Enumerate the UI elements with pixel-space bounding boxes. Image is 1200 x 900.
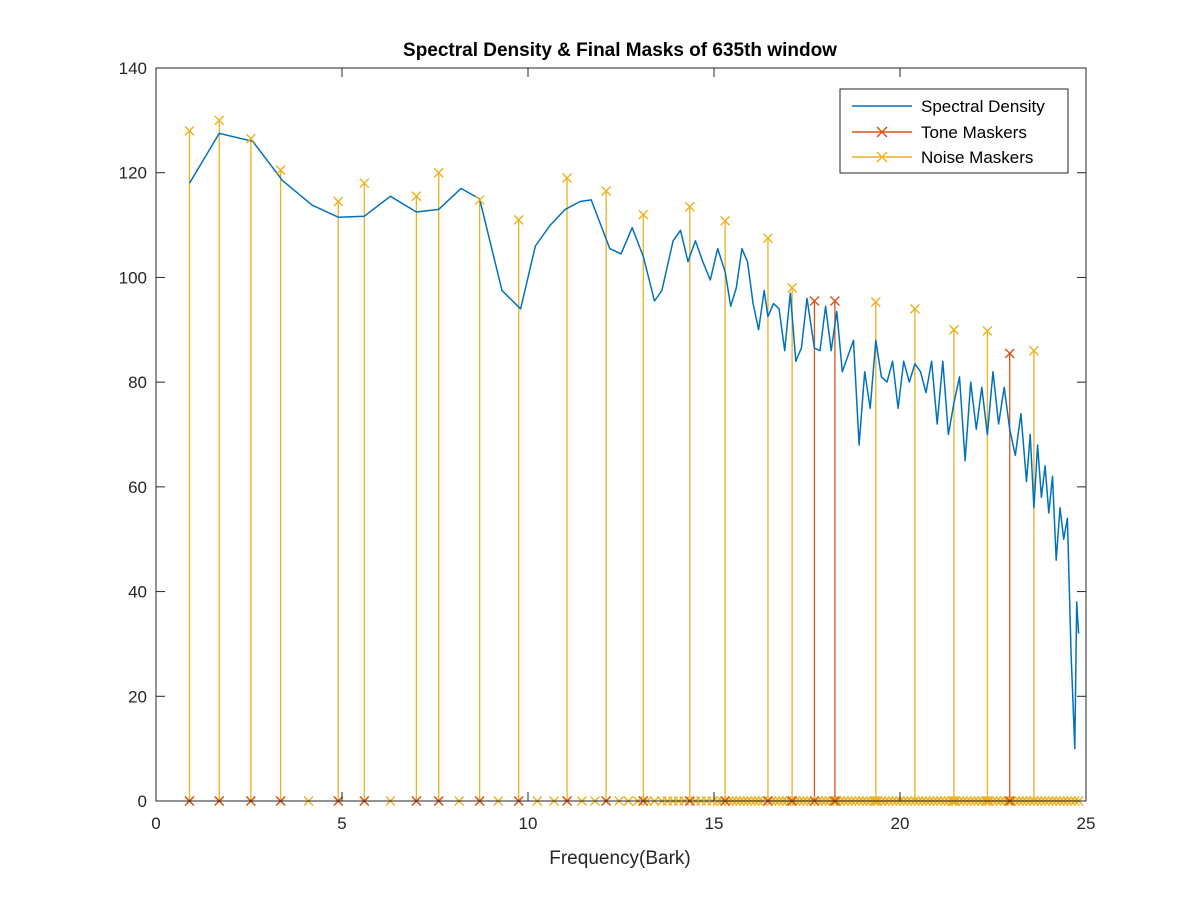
noise-masker-point bbox=[948, 324, 959, 335]
tone-masker-point bbox=[1004, 348, 1015, 359]
tone-masker-point bbox=[809, 295, 820, 306]
x-tick-label: 5 bbox=[337, 814, 346, 833]
noise-masker-point bbox=[474, 194, 485, 205]
x-tick-label: 15 bbox=[705, 814, 724, 833]
legend-marker-tone-maskers bbox=[876, 126, 888, 138]
y-tick-label: 80 bbox=[128, 373, 147, 392]
noise-masker-point bbox=[684, 201, 695, 212]
noise-masker-point bbox=[411, 191, 422, 202]
legend-box bbox=[839, 88, 1069, 174]
y-tick-label: 100 bbox=[119, 268, 147, 287]
y-tick-label: 20 bbox=[128, 687, 147, 706]
x-tick-label: 10 bbox=[519, 814, 538, 833]
y-tick-label: 60 bbox=[128, 478, 147, 497]
plot-frame bbox=[155, 67, 1087, 802]
x-axis-label: Frequency(Bark) bbox=[549, 848, 691, 869]
noise-masker-point bbox=[762, 233, 773, 244]
noise-masker-point bbox=[275, 165, 286, 176]
legend-label-noise-maskers: Noise Maskers bbox=[921, 148, 1033, 167]
legend: Spectral Density Tone Maskers Noise Mask… bbox=[839, 88, 1069, 174]
noise-masker-point bbox=[214, 115, 225, 126]
noise-masker-point bbox=[720, 215, 731, 226]
y-tick-label: 40 bbox=[128, 583, 147, 602]
noise-masker-point bbox=[513, 214, 524, 225]
noise-masker-point bbox=[184, 125, 195, 136]
legend-label-spectral-density: Spectral Density bbox=[921, 97, 1045, 116]
y-tick-label: 140 bbox=[119, 59, 147, 78]
y-tick-label: 0 bbox=[138, 792, 147, 811]
noise-masker-point bbox=[982, 325, 993, 336]
legend-marker-noise-maskers bbox=[876, 151, 888, 163]
noise-masker-point bbox=[245, 133, 256, 144]
x-tick-label: 25 bbox=[1077, 814, 1096, 833]
y-tick-label: 120 bbox=[119, 164, 147, 183]
noise-masker-point bbox=[909, 303, 920, 314]
tone-masker-point bbox=[829, 295, 840, 306]
noise-masker-point bbox=[638, 209, 649, 220]
noise-masker-point bbox=[433, 167, 444, 178]
noise-masker-point bbox=[787, 282, 798, 293]
noise-masker-point bbox=[359, 178, 370, 189]
noise-masker-point bbox=[562, 172, 573, 183]
chart-title: Spectral Density & Final Masks of 635th … bbox=[403, 40, 837, 61]
noise-masker-point bbox=[870, 297, 881, 308]
legend-label-tone-maskers: Tone Maskers bbox=[921, 123, 1027, 142]
axes: 0 5 10 15 20 25 0 20 40 60 80 100 120 140 bbox=[119, 59, 1096, 833]
noise-masker-point bbox=[601, 186, 612, 197]
noise-masker-point bbox=[333, 196, 344, 207]
x-tick-label: 20 bbox=[891, 814, 910, 833]
x-tick-label: 0 bbox=[151, 814, 160, 833]
spectral-density-line bbox=[188, 132, 1080, 750]
plot-area bbox=[184, 115, 1084, 806]
noise-masker-point bbox=[1028, 345, 1039, 356]
